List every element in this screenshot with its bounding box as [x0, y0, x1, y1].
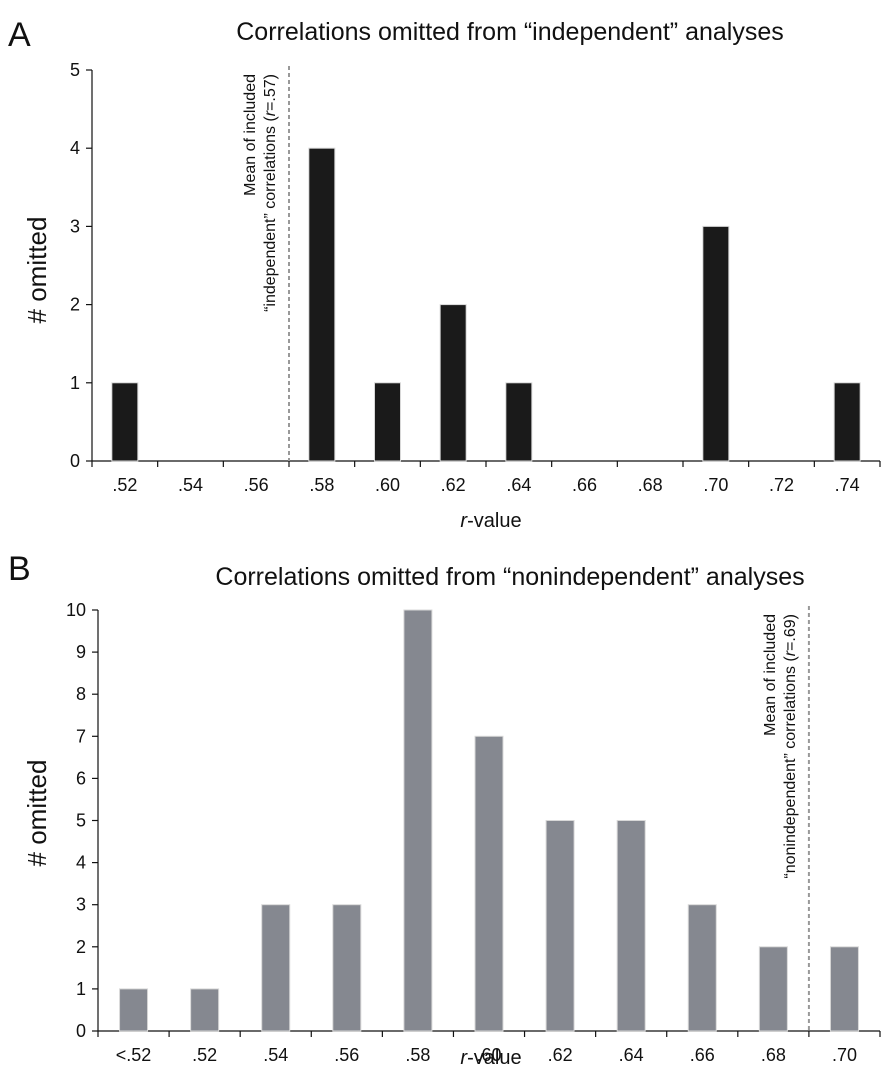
panel-a-x-tick-label: .68	[638, 475, 663, 495]
panel-a-x-tick-label: .58	[309, 475, 334, 495]
panel-a-y-tick-label: 3	[70, 216, 80, 236]
panel-b-x-tick-label: .56	[334, 1045, 359, 1065]
panel-b-bar-60	[474, 735, 504, 1032]
panel-b-x-tick-label: .52	[192, 1045, 217, 1065]
panel-a-y-tick-label: 5	[70, 60, 80, 80]
panel-b-y-tick-label: 6	[76, 768, 86, 788]
panel-b-y-tick-label: 10	[66, 600, 86, 620]
panel-b-y-axis-title: # omitted	[22, 760, 52, 867]
panel-b-bar-68	[758, 946, 788, 1032]
panel-a-bar-60	[374, 382, 401, 462]
panel-b-title: Correlations omitted from “nonindependen…	[215, 563, 804, 591]
panel-b-x-axis-title-italic: r	[460, 1047, 468, 1069]
panel-b-x-tick-label: .54	[263, 1045, 288, 1065]
panel-a-bar-70	[702, 225, 730, 462]
panel-a-bar-62	[439, 304, 467, 462]
panel-b-y-tick-label: 1	[76, 979, 86, 999]
panel-a-bar-52	[111, 382, 139, 462]
panel-a-x-tick-label: .72	[769, 475, 794, 495]
panel-a-bar-74	[833, 382, 861, 462]
panel-b-bar-62	[545, 820, 575, 1032]
panel-b-bar-56	[332, 904, 362, 1032]
panel-b-x-tick-label: .62	[548, 1045, 573, 1065]
panel-b-x-tick-label: .70	[832, 1045, 857, 1065]
panel-b-x-axis-title: r-value	[460, 1047, 521, 1069]
panel-a-letter: A	[8, 16, 31, 54]
panel-b-bar-54	[261, 904, 291, 1032]
panel-b-bar-52	[119, 988, 149, 1032]
panel-b-x-tick-label: .66	[690, 1045, 715, 1065]
panel-a-x-tick-label: .62	[441, 475, 466, 495]
panel-b-bar-66	[687, 904, 717, 1032]
panel-b-bar-70	[829, 946, 859, 1032]
panel-b-x-axis-title-rest: -value	[467, 1047, 521, 1069]
panel-a-x-tick-label: .64	[506, 475, 531, 495]
panel-b-y-tick-label: 3	[76, 895, 86, 915]
panel-b-x-tick-label: .64	[619, 1045, 644, 1065]
panel-b-y-tick-label: 5	[76, 811, 86, 831]
panel-b-x-tick-label: .68	[761, 1045, 786, 1065]
panel-b-chart: 0 1 2 3 4 5 6 7 8 9 10 <.52 .52 .54 .56 .58 .60 .62 .64 .66…	[66, 600, 881, 1065]
panel-b-bar-52	[190, 988, 220, 1032]
panel-b-y-tick-label: 4	[76, 853, 86, 873]
panel-a-x-tick-label: .66	[572, 475, 597, 495]
panel-b-x-tick-label: <.52	[116, 1045, 152, 1065]
panel-a-x-tick-label: .56	[244, 475, 269, 495]
panel-a-chart: 0 1 2 3 4 5 .52 .54 .56 .58 .60 .62 .64 .66 .68 .70 .72.…	[70, 60, 881, 495]
panel-a-mean-annotation-line1: Mean of included	[242, 74, 259, 196]
panel-b-letter: B	[8, 550, 31, 588]
panel-a-x-axis-title-italic: r	[460, 510, 468, 532]
panel-a-x-tick-label: .70	[703, 475, 728, 495]
panel-a-x-axis-title-rest: -value	[467, 510, 521, 532]
panel-b-y-tick-label: 8	[76, 684, 86, 704]
panel-a-x-axis-title: r-value	[460, 510, 521, 532]
panel-a-x-tick-label: .54	[178, 475, 203, 495]
panel-a-bar-64	[505, 382, 533, 462]
panel-a-y-axis-title: # omitted	[22, 217, 52, 324]
panel-a-y-tick-label: 4	[70, 138, 80, 158]
panel-a-mean-annotation-line2: “independent” correlations (r=.57)	[262, 74, 279, 312]
panel-a-y-tick-label: 1	[70, 373, 80, 393]
panel-a-x-tick-label: .52	[112, 475, 137, 495]
panel-b-bar-64	[616, 820, 646, 1032]
panel-b-y-tick-label: 9	[76, 642, 86, 662]
panel-b-mean-annotation-line2: “nonindependent” correlations (r=.69)	[782, 614, 799, 879]
panel-b-x-tick-label: .58	[405, 1045, 430, 1065]
panel-b-mean-annotation-line1: Mean of included	[762, 614, 779, 736]
panel-b-y-tick-label: 0	[76, 1021, 86, 1041]
panel-b-y-tick-label: 2	[76, 937, 86, 957]
panel-a-y-tick-label: 2	[70, 295, 80, 315]
panel-a-title: Correlations omitted from “independent” …	[236, 18, 784, 46]
panel-b-y-tick-label: 7	[76, 726, 86, 746]
panel-a-bar-58	[308, 147, 336, 462]
panel-a-x-tick-label: .60	[375, 475, 400, 495]
panel-b-x-tick-label: .60	[476, 1045, 501, 1065]
panel-a-y-tick-label: 0	[70, 451, 80, 471]
panel-b-bar-58	[403, 609, 433, 1032]
panel-a-x-tick-label: .74	[835, 475, 860, 495]
